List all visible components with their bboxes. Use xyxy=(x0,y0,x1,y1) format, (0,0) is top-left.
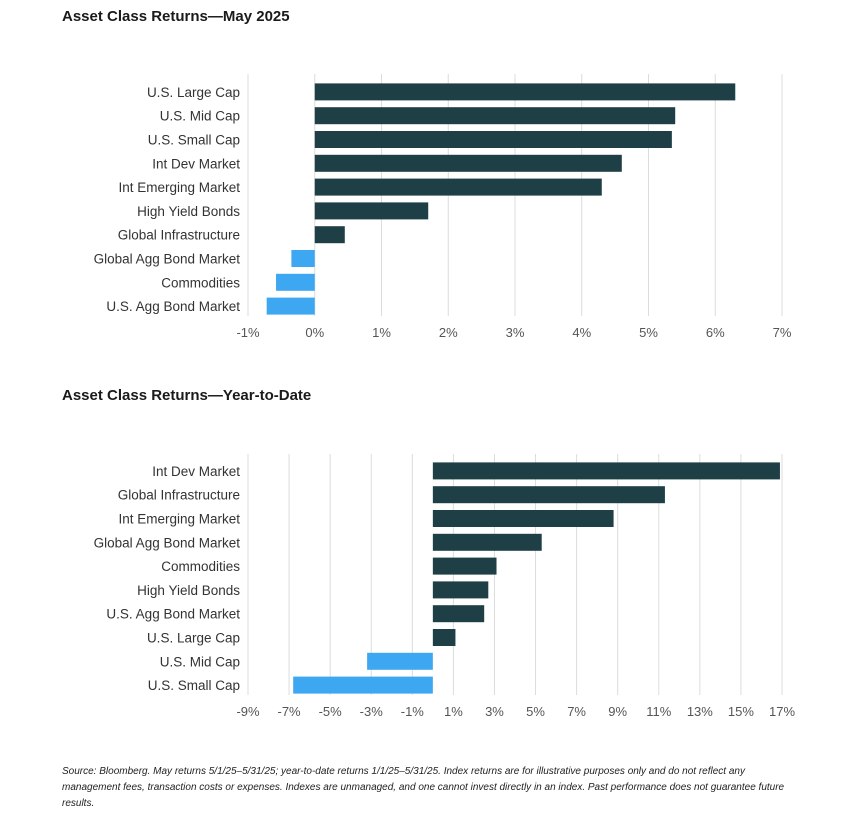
bar xyxy=(314,226,345,244)
x-tick-label: 5% xyxy=(639,325,658,340)
x-tick-label: 3% xyxy=(506,325,525,340)
category-label: U.S. Agg Bond Market xyxy=(106,299,240,314)
bar xyxy=(432,462,780,480)
x-tick-label: 6% xyxy=(706,325,725,340)
bar xyxy=(314,178,602,196)
x-tick-label: -9% xyxy=(236,704,260,719)
bar xyxy=(432,581,489,599)
category-label: U.S. Large Cap xyxy=(147,631,240,646)
chart-title-may: Asset Class Returns—May 2025 xyxy=(62,8,290,25)
x-tick-label: -1% xyxy=(401,704,425,719)
category-label: Int Emerging Market xyxy=(118,512,240,527)
bar xyxy=(314,154,622,172)
bar xyxy=(314,131,672,148)
bar xyxy=(314,83,736,101)
category-label: Commodities xyxy=(161,275,240,290)
x-tick-label: -7% xyxy=(278,704,302,719)
category-label: Global Agg Bond Market xyxy=(94,252,241,267)
x-tick-label: -3% xyxy=(360,704,384,719)
x-tick-label: 2% xyxy=(439,325,458,340)
bar xyxy=(367,652,433,670)
bar xyxy=(314,107,676,125)
x-tick-label: 7% xyxy=(567,704,586,719)
chart-may-2025: -1% 0% 1% 2% 3% 4% 5% 6% 7% U.S. Large Cap U.S. Mi… xyxy=(94,74,792,340)
bar xyxy=(432,605,485,623)
category-label: High Yield Bonds xyxy=(137,583,240,598)
x-tick-label: 4% xyxy=(572,325,591,340)
x-tick-label: 9% xyxy=(608,704,627,719)
x-tick-label: -1% xyxy=(236,325,260,340)
bar xyxy=(432,486,665,504)
category-label: Global Infrastructure xyxy=(118,228,240,243)
bar xyxy=(432,533,542,551)
category-label: U.S. Mid Cap xyxy=(160,109,240,124)
bar xyxy=(291,250,315,267)
x-tick-label: 1% xyxy=(372,325,391,340)
chart-title-ytd: Asset Class Returns—Year-to-Date xyxy=(62,387,312,404)
category-label: Global Agg Bond Market xyxy=(94,535,241,550)
chart-year-to-date: -9% -7% -5% -3% -1% 1% 3% 5% 7% 9% 11% 13% 15% 17% Int… xyxy=(94,454,795,719)
bar xyxy=(432,510,614,527)
category-label: U.S. Large Cap xyxy=(147,85,240,100)
category-label: Global Infrastructure xyxy=(118,488,240,503)
x-tick-label: 15% xyxy=(728,704,754,719)
x-tick-label: 1% xyxy=(444,704,463,719)
category-label: Int Dev Market xyxy=(152,156,240,171)
x-tick-label: 0% xyxy=(305,325,324,340)
category-label: Int Dev Market xyxy=(152,464,240,479)
bar xyxy=(432,557,497,575)
x-tick-label: 17% xyxy=(769,704,795,719)
category-label: High Yield Bonds xyxy=(137,204,240,219)
category-label: U.S. Small Cap xyxy=(148,678,240,693)
x-tick-label: 3% xyxy=(485,704,504,719)
bar xyxy=(432,629,456,646)
x-tick-label: 11% xyxy=(646,704,671,719)
x-tick-label: -5% xyxy=(319,704,343,719)
source-footnote: Source: Bloomberg. May returns 5/1/25–5/… xyxy=(62,766,785,809)
category-label: U.S. Mid Cap xyxy=(160,654,240,669)
category-label: U.S. Small Cap xyxy=(148,133,240,148)
x-tick-label: 13% xyxy=(687,704,713,719)
bar xyxy=(276,273,315,291)
x-tick-label: 5% xyxy=(526,704,545,719)
bar xyxy=(293,676,433,694)
bar xyxy=(266,297,315,315)
bar xyxy=(314,202,429,220)
category-label: Commodities xyxy=(161,559,240,574)
x-tick-label: 7% xyxy=(773,325,792,340)
category-label: Int Emerging Market xyxy=(118,180,240,195)
category-label: U.S. Agg Bond Market xyxy=(106,607,240,622)
